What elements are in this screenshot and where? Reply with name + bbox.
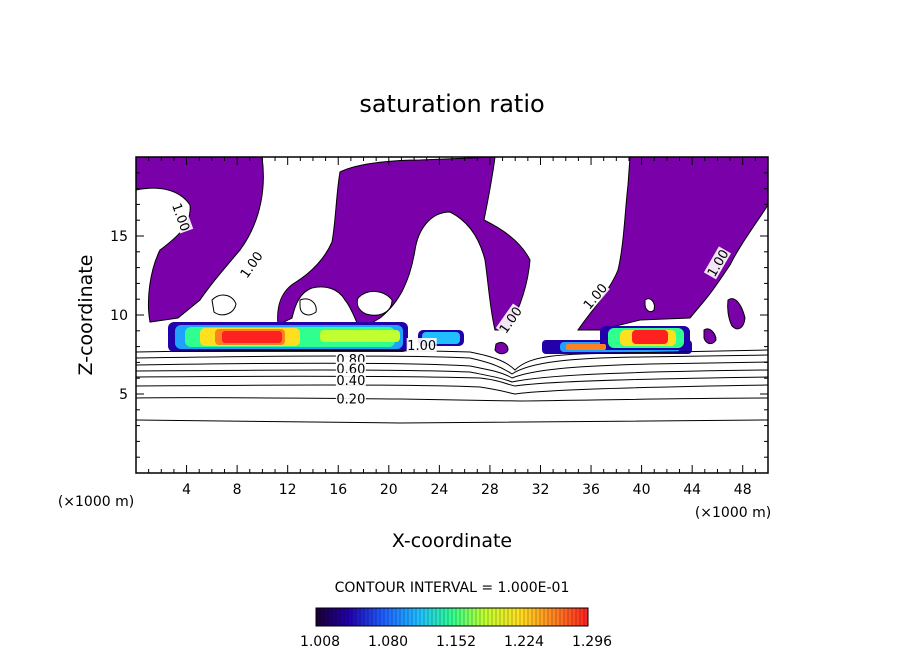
contour-label-bg [169, 200, 194, 234]
contour-label-bg [335, 391, 366, 406]
y-tick-label: 5 [119, 387, 128, 403]
contour-label: 1.00 [238, 249, 267, 281]
colorbar-tick-label: 1.152 [436, 634, 476, 650]
colorbar-tick-label: 1.008 [300, 634, 340, 650]
plume-holes [211, 291, 655, 316]
colorbar-divisions [319, 608, 585, 626]
x-tick-label: 24 [430, 482, 448, 498]
x-tick-label: 44 [683, 482, 701, 498]
x-unit-right: (×1000 m) [695, 505, 771, 521]
y-axis-label: Z-coordinate [75, 255, 97, 376]
contour-label: 1.00 [168, 201, 192, 233]
y-tick-label: 15 [110, 229, 128, 245]
x-tick-label: 36 [582, 482, 600, 498]
contour-label-bg [335, 361, 366, 376]
contour-label-bg [406, 338, 437, 353]
contour-lines [136, 349, 768, 424]
x-unit-left: (×1000 m) [58, 494, 134, 510]
colorbar-tick-label: 1.296 [572, 634, 612, 650]
colorbar-tick-label: 1.080 [368, 634, 408, 650]
cell-44km [703, 328, 717, 345]
colorbar-tick-label: 1.224 [504, 634, 544, 650]
contour-label-bg [703, 246, 732, 280]
x-tick-label: 48 [734, 482, 752, 498]
x-tick-label: 28 [481, 482, 499, 498]
x-axis-label: X-coordinate [392, 530, 512, 552]
y-axis-ticks: 5 10 15 [110, 172, 768, 458]
chart-title: saturation ratio [359, 90, 544, 118]
colorbar [315, 607, 589, 627]
plot-area [136, 157, 768, 424]
contour-label-bg [495, 303, 525, 337]
x-tick-label: 40 [633, 482, 651, 498]
x-tick-label: 32 [532, 482, 550, 498]
x-tick-label: 16 [329, 482, 347, 498]
colorbar-ticks: 1.008 1.080 1.152 1.224 1.296 [300, 634, 612, 650]
cell-28km [494, 341, 509, 355]
contour-label: 0.20 [336, 393, 365, 408]
contour-label-bg [579, 280, 610, 313]
x-tick-label: 4 [182, 482, 191, 498]
contour-labels: 1.001.001.001.001.001.000.800.600.400.20 [168, 200, 732, 408]
x-tick-label: 12 [279, 482, 297, 498]
contour-label: 0.40 [336, 374, 365, 389]
cell-far-right [727, 298, 746, 330]
contour-interval-label: CONTOUR INTERVAL = 1.000E-01 [335, 580, 570, 596]
supersaturation-regions [136, 157, 768, 355]
plume-center-left [277, 157, 531, 331]
x-axis-ticks: 4 8 12 16 20 24 28 32 36 40 44 48 [148, 157, 756, 498]
contour-label-bg [335, 372, 366, 387]
y-tick-label: 10 [110, 308, 128, 324]
plume-right [577, 157, 768, 331]
plume-left [136, 157, 264, 323]
contour-label-bg [236, 248, 266, 281]
contour-label: 1.00 [407, 339, 436, 354]
x-tick-label: 8 [233, 482, 242, 498]
x-tick-label: 20 [380, 482, 398, 498]
